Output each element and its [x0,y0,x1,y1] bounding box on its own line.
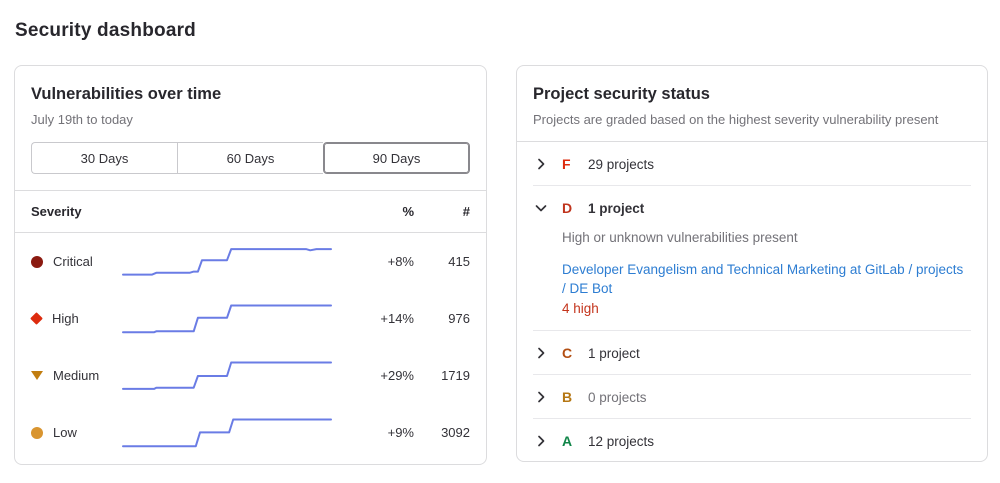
percent-change: +8% [387,254,414,269]
severity-rows: Critical +8% 415 High +14% 976 Medium +2… [15,233,486,461]
severity-medium-icon [31,371,43,380]
project-security-panel: Project security status Projects are gra… [516,65,988,462]
vulnerability-count: 415 [448,254,470,269]
percent-change: +29% [380,368,414,383]
sparkline-chart [119,244,358,280]
grade-row-d: D 1 project High or unknown vulnerabilit… [533,186,971,332]
grade-letter: C [562,345,573,362]
grade-description: High or unknown vulnerabilities present [562,230,798,245]
severity-row: Low +9% 3092 [15,404,486,461]
chevron-down-icon [533,200,549,216]
vulnerability-summary: 4 high [562,301,599,317]
grade-letter: D [562,200,573,216]
grade-project-count: 1 project [588,345,640,361]
grade-row-header[interactable]: B 0 projects [533,375,971,418]
sparkline-chart [119,301,358,337]
severity-row: Medium +29% 1719 [15,347,486,404]
sparkline-chart [119,415,358,451]
project-security-panel-header: Project security status Projects are gra… [517,66,987,142]
vulnerability-count: 3092 [441,425,470,440]
project-link[interactable]: Developer Evangelism and Technical Marke… [562,262,964,297]
grade-project-count: 1 project [588,200,645,216]
percent-change: +14% [380,311,414,326]
grade-expanded-details: High or unknown vulnerabilities present D… [533,229,971,330]
vulnerability-count: 1719 [441,368,470,383]
grade-row-c: C 1 project [533,331,971,376]
grade-row-b: B 0 projects [533,375,971,420]
grade-row-a: A 12 projects [533,419,971,461]
severity-label: Critical [53,254,93,269]
grade-project-count: 29 projects [588,156,655,172]
severity-column-header: Severity [31,204,82,219]
percent-column-header: % [402,204,414,219]
chevron-right-icon [533,156,549,172]
project-security-panel-title: Project security status [533,85,710,103]
severity-row: Critical +8% 415 [15,233,486,290]
grade-letter: A [562,433,573,450]
severity-label: Low [53,425,77,440]
vulnerabilities-panel: Vulnerabilities over time July 19th to t… [14,65,487,465]
severity-low-icon [31,426,43,439]
sparkline-chart [119,358,358,394]
vulnerabilities-panel-title: Vulnerabilities over time [31,85,222,103]
grade-row-f: F 29 projects [533,142,971,186]
grade-list: F 29 projects D 1 project High or unknow… [517,142,987,461]
date-range-subtitle: July 19th to today [31,112,133,127]
time-range-selector: 30 Days 60 Days 90 Days [31,142,470,174]
range-button-60-days[interactable]: 60 Days [177,142,323,174]
grading-description: Projects are graded based on the highest… [533,112,939,127]
dashboard-panels: Vulnerabilities over time July 19th to t… [14,65,988,465]
range-button-90-days[interactable]: 90 Days [323,142,470,174]
vulnerabilities-panel-header: Vulnerabilities over time July 19th to t… [15,66,486,174]
grade-row-header[interactable]: D 1 project [533,186,971,229]
severity-table-header: Severity % # [15,190,486,233]
range-button-30-days[interactable]: 30 Days [31,142,177,174]
grade-letter: B [562,389,573,406]
chevron-right-icon [533,389,549,405]
grade-project-count: 12 projects [588,433,655,449]
percent-change: +9% [387,425,414,440]
grade-row-header[interactable]: F 29 projects [533,142,971,185]
grade-row-header[interactable]: C 1 project [533,331,971,374]
severity-high-icon [30,312,43,325]
count-column-header: # [462,204,470,219]
chevron-right-icon [533,433,549,449]
page-title: Security dashboard [15,20,196,41]
grade-project-count: 0 projects [588,389,647,405]
vulnerability-count: 976 [448,311,470,326]
grade-letter: F [562,156,571,172]
grade-row-header[interactable]: A 12 projects [533,419,971,461]
severity-row: High +14% 976 [15,290,486,347]
security-dashboard-page: Security dashboard Vulnerabilities over … [14,20,988,465]
severity-label: High [52,311,79,326]
severity-critical-icon [31,255,43,268]
chevron-right-icon [533,345,549,361]
severity-label: Medium [53,368,100,383]
